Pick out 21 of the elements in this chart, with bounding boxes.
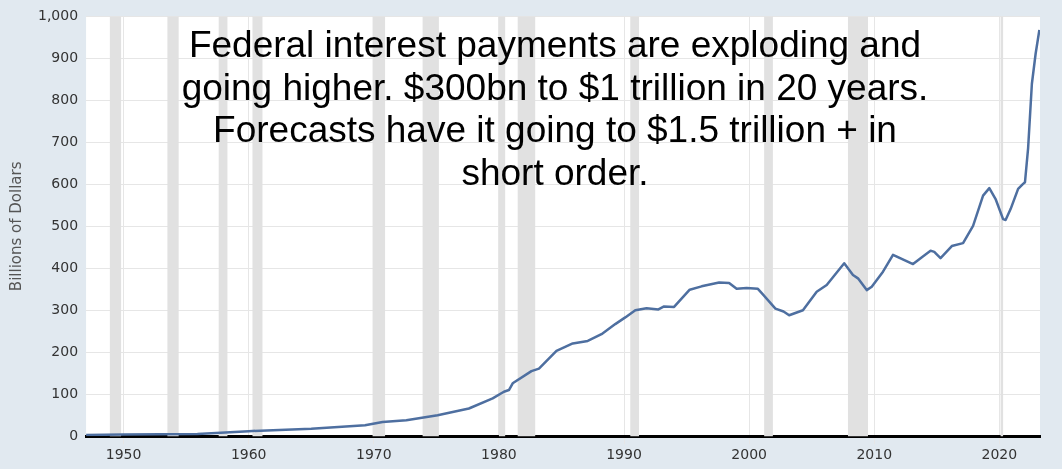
y-tick-label: 500 [51, 216, 79, 233]
x-tick-label: 2000 [731, 446, 767, 463]
y-tick-label: 700 [51, 132, 79, 149]
y-tick-label: 800 [51, 91, 79, 107]
y-tick-label: 300 [51, 300, 79, 317]
y-axis-title: Billions of Dollars [6, 161, 25, 292]
annotation: Federal interest payments are exploding and going higher. $300bn to $1 trillion in 20 years. Forecasts have it going to $1.5 trillion + in short order. [181, 24, 929, 193]
x-tick-label: 1990 [606, 446, 642, 463]
y-tick-label: 900 [51, 49, 79, 66]
y-tick-label: 1,000 [37, 7, 79, 24]
y-tick-label: 100 [51, 384, 79, 401]
x-tick-label: 1960 [230, 446, 267, 463]
y-tick-label: 0 [69, 426, 79, 443]
x-tick-label: 1950 [105, 446, 142, 463]
x-tick-label: 1970 [356, 446, 392, 463]
x-tick-label: 2020 [981, 446, 1018, 463]
x-tick-label: 2010 [856, 446, 893, 463]
y-tick-label: 600 [51, 174, 79, 191]
x-tick-label: 1980 [481, 446, 517, 463]
y-tick-label: 400 [51, 258, 79, 275]
y-tick-label: 200 [51, 342, 79, 359]
